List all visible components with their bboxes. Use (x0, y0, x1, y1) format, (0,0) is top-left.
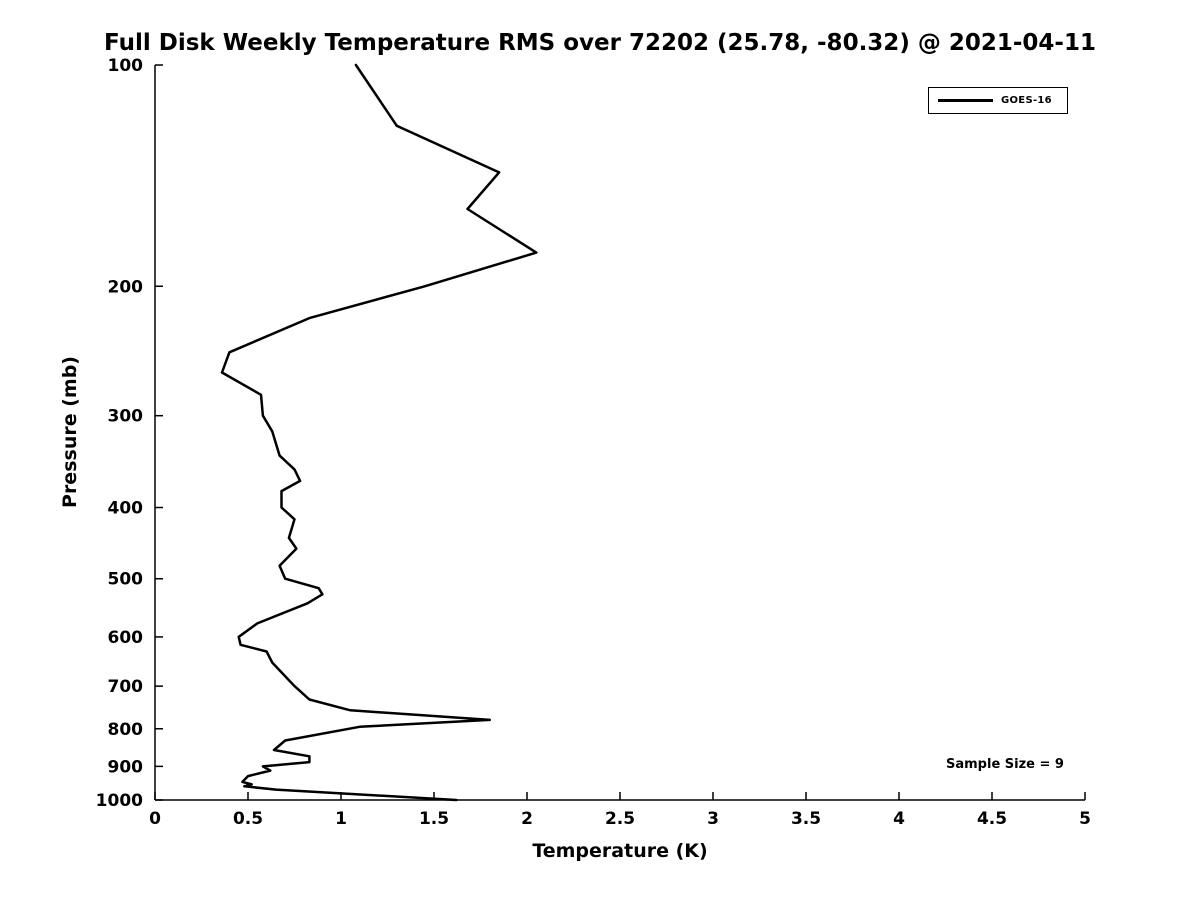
x-tick-label: 5 (1079, 809, 1091, 829)
y-tick-label: 500 (108, 570, 144, 590)
x-tick-label: 2.5 (605, 809, 635, 829)
x-tick-label: 1.5 (419, 809, 449, 829)
x-tick-label: 2 (521, 809, 533, 829)
x-tick-label: 0.5 (233, 809, 263, 829)
x-tick-label: 1 (335, 809, 347, 829)
sample-size-annotation: Sample Size = 9 (946, 757, 1064, 772)
y-tick-label: 100 (108, 56, 144, 76)
y-tick-label: 700 (108, 677, 144, 697)
x-tick-label: 3.5 (791, 809, 821, 829)
y-tick-label: 400 (108, 499, 144, 519)
y-tick-label: 900 (108, 757, 144, 777)
y-axis-label: Pressure (mb) (59, 356, 81, 508)
legend: GOES-16 (928, 87, 1068, 114)
x-tick-label: 3 (707, 809, 719, 829)
y-tick-label: 800 (108, 720, 144, 740)
goes-16-data-line (220, 63, 538, 802)
x-tick-label: 4.5 (977, 809, 1007, 829)
x-tick-label: 0 (149, 809, 161, 829)
y-tick-label: 600 (108, 628, 144, 648)
x-tick-label: 4 (893, 809, 905, 829)
legend-line-sample (938, 99, 993, 102)
legend-series-label: GOES-16 (1001, 95, 1052, 106)
y-tick-label: 200 (108, 277, 144, 297)
y-tick-label: 300 (108, 407, 144, 427)
chart-title: Full Disk Weekly Temperature RMS over 72… (104, 30, 1096, 56)
x-axis-label: Temperature (K) (532, 840, 708, 862)
y-tick-label: 1000 (96, 791, 143, 811)
